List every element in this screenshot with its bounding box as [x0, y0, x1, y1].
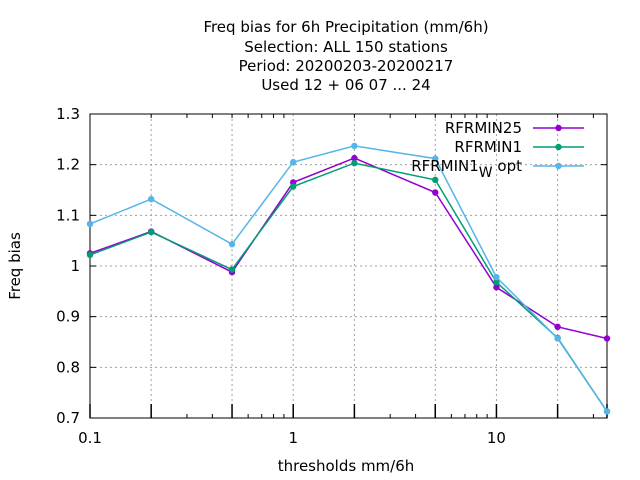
plot-frame	[89, 113, 608, 419]
data-point	[228, 241, 236, 248]
data-point	[147, 195, 155, 203]
data-point	[603, 335, 611, 342]
axis-ticks: 0.7 0.8 0.9 1 1.1 1.2 1.3 0.1 1 10	[56, 105, 608, 447]
title-line-1: Freq bias for 6h Precipitation (mm/6h)	[203, 18, 488, 36]
legend-marker	[555, 143, 562, 151]
legend-marker	[555, 124, 562, 132]
x-tick-label: 0.1	[78, 429, 102, 447]
grid	[90, 114, 607, 418]
series-3	[86, 142, 611, 415]
legend-marker	[555, 162, 562, 170]
series-line	[89, 145, 608, 412]
y-tick-label: 0.8	[56, 358, 80, 376]
y-axis-label: Freq bias	[6, 232, 24, 300]
title-line-2: Selection: ALL 150 stations	[244, 38, 448, 56]
data-point	[493, 279, 500, 286]
data-point	[290, 183, 297, 190]
data-point	[351, 159, 358, 167]
data-point	[351, 142, 358, 150]
x-tick-label: 1	[288, 429, 298, 447]
title-line-4: Used 12 + 06 07 ... 24	[261, 76, 430, 94]
data-point	[147, 228, 155, 236]
data-point	[603, 408, 611, 415]
data-point	[493, 284, 500, 291]
data-point	[228, 266, 236, 273]
data-point	[290, 158, 297, 166]
y-tick-label: 1.1	[56, 206, 80, 224]
data-point	[351, 154, 358, 162]
series-2	[86, 159, 611, 415]
y-tick-label: 1.3	[56, 105, 80, 123]
data-point	[432, 176, 439, 184]
data-point	[432, 189, 439, 196]
y-tick-label: 1	[70, 257, 80, 275]
series-lines	[86, 142, 611, 415]
data-point	[554, 323, 561, 330]
data-point	[493, 273, 500, 281]
title-line-3: Period: 20200203-20200217	[239, 57, 454, 75]
legend-entry-2: RFRMIN1	[454, 138, 584, 156]
data-point	[432, 155, 439, 162]
legend-entry-3: RFRMIN1W opt	[411, 157, 584, 181]
x-axis-label: thresholds mm/6h	[278, 457, 415, 475]
legend-label: RFRMIN1W opt	[411, 157, 522, 181]
legend-label: RFRMIN1	[454, 138, 522, 156]
y-tick-label: 0.9	[56, 308, 80, 326]
data-point	[86, 220, 94, 228]
chart-title: Freq bias for 6h Precipitation (mm/6h) S…	[203, 18, 488, 94]
data-point	[86, 251, 94, 259]
y-tick-label: 1.2	[56, 156, 80, 174]
x-tick-label: 10	[487, 429, 506, 447]
series-line	[89, 162, 608, 412]
legend-label: RFRMIN25	[445, 119, 522, 137]
y-tick-label: 0.7	[56, 409, 80, 427]
legend-entry-1: RFRMIN25	[445, 119, 584, 137]
data-point	[554, 335, 561, 342]
